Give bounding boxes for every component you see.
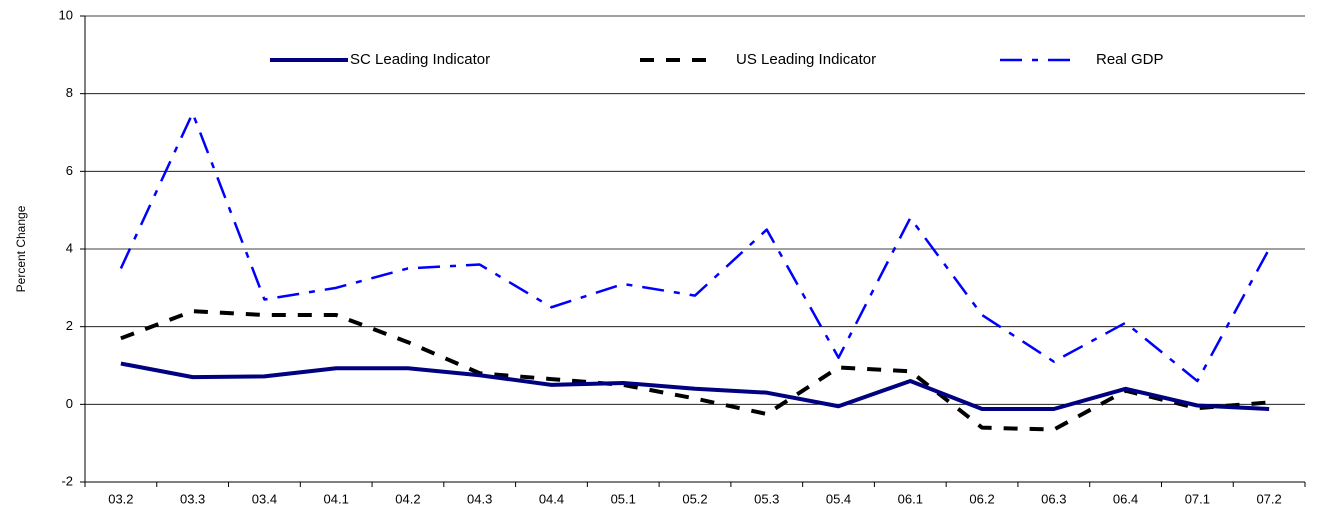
y-tick-label: 2 bbox=[66, 318, 73, 333]
y-tick-label: 10 bbox=[59, 7, 73, 22]
series-line bbox=[120, 309, 1270, 432]
x-tick-label: 06.1 bbox=[898, 491, 923, 506]
legend-label: SC Leading Indicator bbox=[350, 51, 490, 68]
x-tick-label: 07.2 bbox=[1256, 491, 1281, 506]
legend-label: Real GDP bbox=[1096, 51, 1164, 68]
x-tick-label: 03.2 bbox=[108, 491, 133, 506]
x-tick-label: 04.1 bbox=[324, 491, 349, 506]
series-line bbox=[119, 111, 1271, 383]
x-tick-label: 05.3 bbox=[754, 491, 779, 506]
y-tick-label: 8 bbox=[66, 85, 73, 100]
x-tick-label: 03.4 bbox=[252, 491, 277, 506]
legend-label: US Leading Indicator bbox=[736, 51, 876, 68]
x-tick-label: 06.2 bbox=[969, 491, 994, 506]
x-tick-label: 05.1 bbox=[611, 491, 636, 506]
y-tick-label: 4 bbox=[66, 240, 73, 255]
x-tick-label: 04.3 bbox=[467, 491, 492, 506]
x-tick-label: 05.4 bbox=[826, 491, 851, 506]
y-axis-label: Percent Change bbox=[14, 205, 28, 292]
y-tick-label: 6 bbox=[66, 163, 73, 178]
y-tick-label: -2 bbox=[61, 473, 73, 488]
x-tick-label: 05.2 bbox=[682, 491, 707, 506]
x-tick-label: 04.4 bbox=[539, 491, 564, 506]
x-tick-label: 07.1 bbox=[1185, 491, 1210, 506]
x-tick-label: 06.3 bbox=[1041, 491, 1066, 506]
x-tick-label: 06.4 bbox=[1113, 491, 1138, 506]
x-tick-label: 03.3 bbox=[180, 491, 205, 506]
y-tick-label: 0 bbox=[66, 396, 73, 411]
series-line bbox=[120, 361, 1270, 411]
x-tick-label: 04.2 bbox=[395, 491, 420, 506]
